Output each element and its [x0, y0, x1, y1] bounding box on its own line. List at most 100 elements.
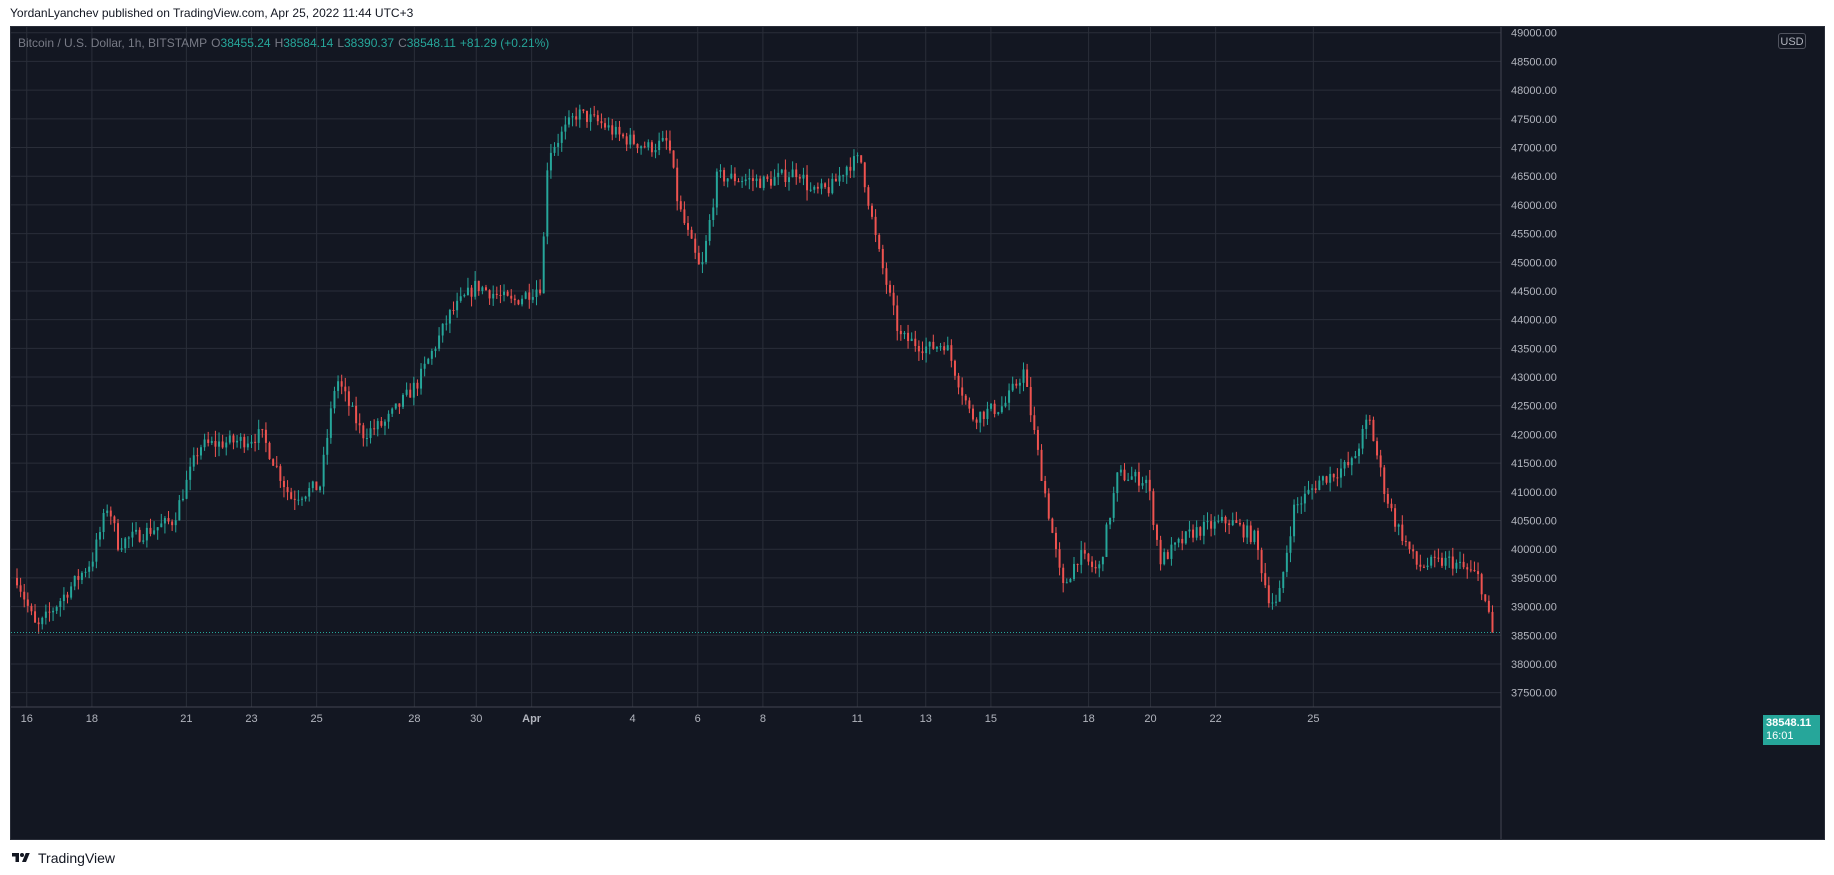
- candle: [1026, 363, 1029, 388]
- candle: [264, 422, 267, 453]
- candle: [816, 182, 819, 194]
- candle: [820, 178, 823, 195]
- open-legend: O38455.24: [211, 36, 271, 50]
- candle: [701, 251, 704, 274]
- candle: [1091, 556, 1094, 573]
- candle: [1278, 580, 1281, 602]
- candle: [990, 403, 993, 412]
- x-tick-label: 21: [180, 713, 192, 725]
- candle: [80, 571, 83, 585]
- candle: [373, 419, 376, 436]
- candle: [755, 174, 758, 188]
- x-tick-label: 28: [408, 713, 420, 725]
- footer-branding[interactable]: TradingView: [10, 850, 115, 866]
- candle: [1343, 460, 1346, 477]
- candle: [37, 617, 40, 634]
- candle: [106, 504, 109, 517]
- candle: [1217, 514, 1220, 524]
- candle: [827, 178, 830, 197]
- candle: [1181, 530, 1184, 551]
- candle: [1134, 469, 1137, 483]
- candle: [1065, 578, 1068, 584]
- symbol-legend: Bitcoin / U.S. Dollar, 1h, BITSTAMP O384…: [18, 36, 549, 50]
- candle: [744, 173, 747, 186]
- candle: [1318, 475, 1321, 491]
- candle: [409, 383, 412, 398]
- candle: [870, 203, 873, 220]
- candle: [1210, 514, 1213, 537]
- candle: [1087, 552, 1090, 566]
- candle: [1213, 516, 1216, 536]
- candle: [1415, 550, 1418, 570]
- candle: [578, 104, 581, 128]
- candle: [210, 436, 213, 446]
- currency-badge[interactable]: USD: [1778, 33, 1806, 49]
- candle: [1412, 544, 1415, 559]
- candle: [113, 515, 116, 532]
- candle: [777, 163, 780, 186]
- candle: [531, 289, 534, 304]
- candle: [798, 174, 801, 183]
- candle: [676, 158, 679, 211]
- candle: [925, 337, 928, 363]
- candle: [1253, 529, 1256, 545]
- candle: [1022, 362, 1025, 392]
- candle: [867, 184, 870, 210]
- candle: [70, 582, 73, 600]
- candle: [1466, 563, 1469, 579]
- candle: [1303, 486, 1306, 512]
- candle: [423, 356, 426, 377]
- candle: [434, 346, 437, 358]
- candle: [1433, 550, 1436, 568]
- last-price-value: 38548.11: [1766, 717, 1812, 729]
- candle: [1430, 554, 1433, 569]
- candle: [972, 404, 974, 422]
- candle: [109, 506, 112, 525]
- candle: [59, 598, 62, 617]
- candle: [964, 394, 967, 405]
- candle: [1307, 480, 1310, 495]
- candle: [1224, 515, 1227, 533]
- candle: [607, 117, 610, 131]
- candle: [1094, 560, 1097, 574]
- x-tick-label: 25: [1307, 713, 1319, 725]
- candle: [420, 363, 423, 395]
- candle: [665, 130, 668, 150]
- y-tick-label: 39000.00: [1511, 602, 1557, 614]
- candle: [1177, 537, 1180, 548]
- y-tick-label: 47500.00: [1511, 114, 1557, 126]
- candle: [196, 447, 199, 465]
- candle: [275, 456, 278, 469]
- candle: [896, 295, 899, 341]
- candle: [571, 112, 574, 127]
- candle: [304, 495, 307, 502]
- candle: [733, 167, 736, 186]
- candle: [910, 332, 913, 342]
- candle: [344, 377, 347, 402]
- candle: [842, 174, 845, 183]
- candle: [863, 161, 866, 193]
- candle: [1296, 497, 1299, 514]
- candle: [402, 393, 404, 409]
- candle: [1365, 414, 1368, 440]
- candle: [380, 416, 383, 428]
- candle: [365, 428, 368, 447]
- candle: [751, 169, 754, 192]
- candle: [477, 280, 480, 296]
- candle: [456, 292, 459, 318]
- candle: [448, 308, 451, 334]
- y-tick-label: 43000.00: [1511, 372, 1557, 384]
- y-tick-label: 42500.00: [1511, 401, 1557, 413]
- candle: [708, 214, 711, 246]
- candle: [167, 511, 170, 525]
- candle: [553, 142, 556, 156]
- candle: [91, 552, 94, 572]
- candle: [629, 127, 632, 149]
- candle: [308, 482, 311, 502]
- chart-panel[interactable]: 37500.00 38000.00 38500.00 39000.00 39500.00…: [10, 26, 1825, 840]
- candle: [932, 334, 935, 350]
- candle: [535, 280, 538, 306]
- candlestick-chart[interactable]: 37500.00 38000.00 38500.00 39000.00 39500.00…: [11, 27, 1824, 839]
- candle: [1184, 530, 1187, 545]
- candle: [784, 159, 787, 187]
